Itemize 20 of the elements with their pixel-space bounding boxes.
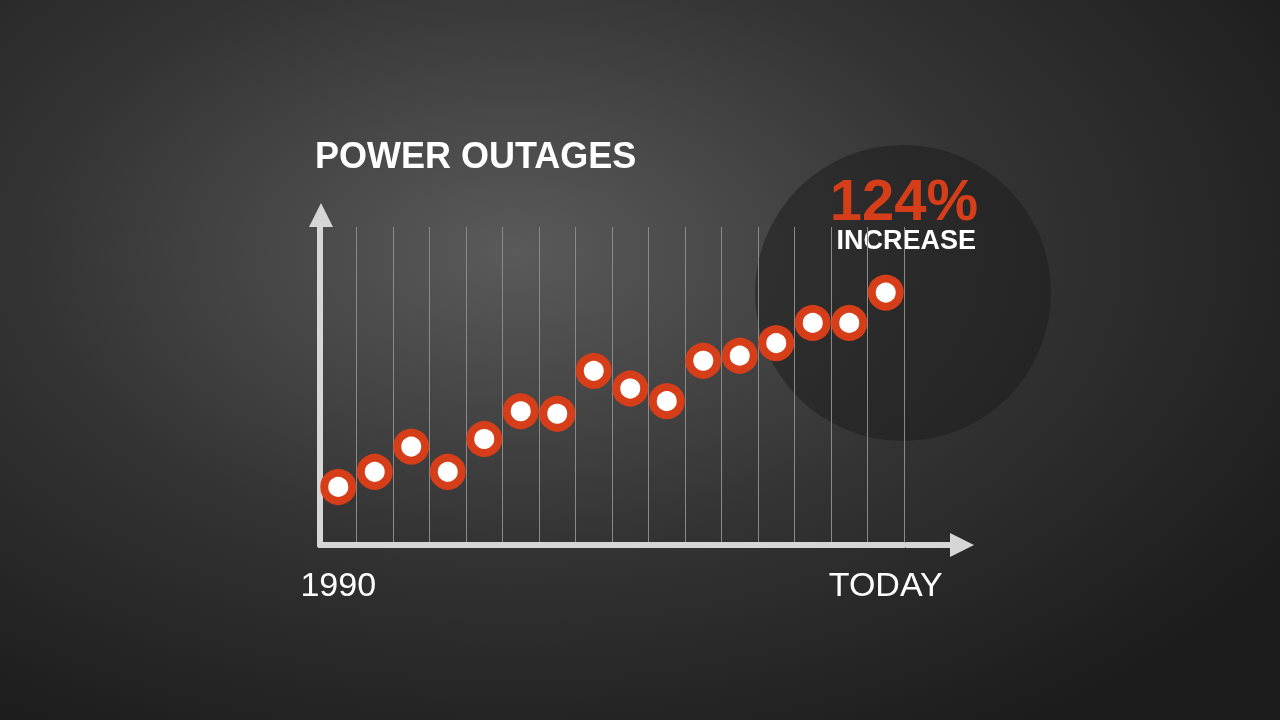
- point: [685, 342, 722, 379]
- chart-title: POWER OUTAGES: [315, 134, 637, 176]
- point: [721, 337, 758, 374]
- point: [575, 352, 612, 389]
- point: [429, 453, 466, 490]
- text: INCREASE: [836, 224, 977, 255]
- point: [648, 383, 685, 420]
- point: [356, 453, 393, 490]
- point: [831, 304, 868, 341]
- point: [466, 421, 503, 457]
- point: [867, 274, 904, 311]
- point: [393, 428, 430, 465]
- x-tick-label: 1990: [300, 565, 377, 603]
- point: [794, 304, 831, 341]
- point: [612, 370, 649, 407]
- x-tick-label: TODAY: [828, 565, 943, 603]
- point: [320, 468, 357, 505]
- point: [758, 325, 795, 362]
- point: [539, 395, 576, 432]
- point: [502, 393, 539, 430]
